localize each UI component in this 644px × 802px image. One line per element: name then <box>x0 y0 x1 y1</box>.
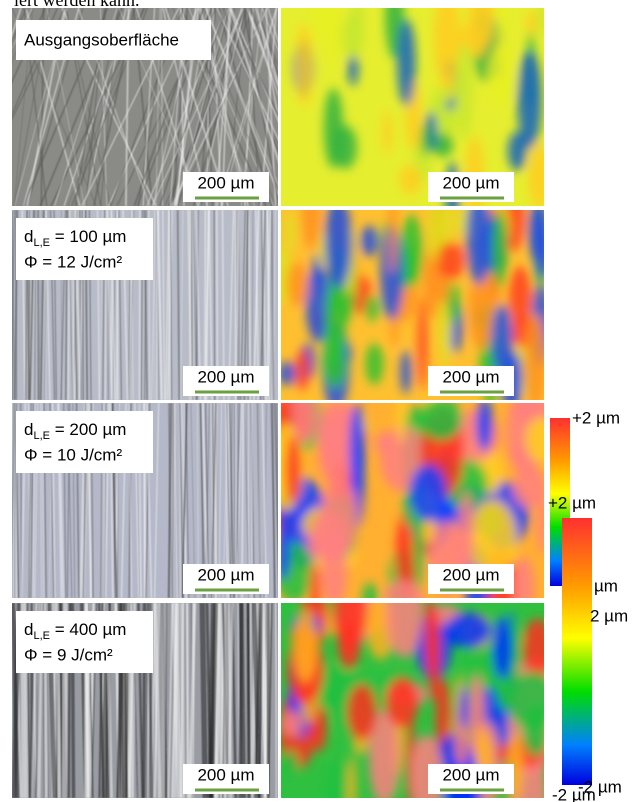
colorbar-large-min-overlap: -2 µm <box>552 785 596 802</box>
diameter-subscript: L,E <box>33 237 50 249</box>
scale-bar-label: 200 µm <box>442 367 499 386</box>
colorbar-large <box>562 518 592 785</box>
diameter-symbol: d <box>24 620 33 639</box>
colorbar-large-mid: 2 µm <box>590 606 628 625</box>
scale-bar-label: 200 µm <box>197 367 254 386</box>
diameter-subscript: L,E <box>33 630 50 642</box>
fluence-label: Φ = 9 J/cm² <box>24 645 113 664</box>
colorbar-small-max: +2 µm <box>572 408 620 427</box>
diameter-subscript: L,E <box>33 430 50 442</box>
scale-bar-label: 200 µm <box>197 765 254 784</box>
scale-bar-label: 200 µm <box>197 565 254 584</box>
diameter-rest: = 200 µm <box>50 420 126 439</box>
figure: iert werden kann. 200 µm200 µmAusgangsob… <box>0 0 644 802</box>
panel-label: Ausgangsoberfläche <box>24 30 179 49</box>
diameter-rest: = 100 µm <box>50 227 126 246</box>
diameter-rest: = 400 µm <box>50 620 126 639</box>
scale-bar-label: 200 µm <box>442 765 499 784</box>
height-map <box>279 565 559 802</box>
height-map <box>281 0 550 241</box>
height-map <box>270 370 561 638</box>
fluence-label: Φ = 10 J/cm² <box>24 445 122 464</box>
scale-bar-label: 200 µm <box>442 173 499 192</box>
scale-bar-label: 200 µm <box>197 173 254 192</box>
fluence-label: Φ = 12 J/cm² <box>24 252 122 271</box>
diameter-symbol: d <box>24 227 33 246</box>
colorbar-large-max: +2 µm <box>548 493 596 512</box>
diameter-symbol: d <box>24 420 33 439</box>
colorbar-large-unit: µm <box>594 576 618 595</box>
scale-bar-label: 200 µm <box>442 565 499 584</box>
